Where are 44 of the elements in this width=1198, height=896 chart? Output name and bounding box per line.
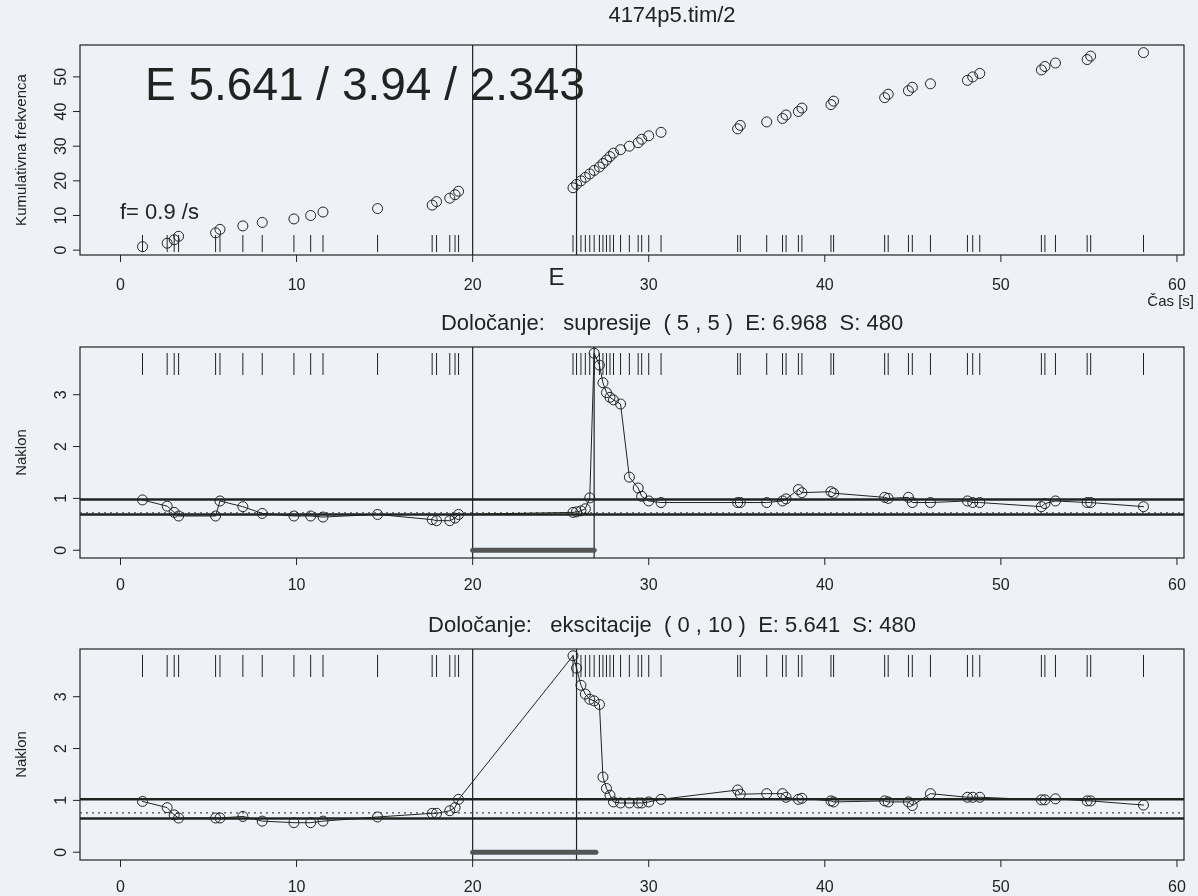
y-tick-label: 3: [52, 692, 69, 702]
y-tick-label: 40: [52, 102, 69, 121]
y-tick-label: 2: [52, 441, 69, 451]
y-tick-label: 3: [52, 390, 69, 400]
y-tick-label: 10: [52, 206, 69, 225]
y-axis-title: Naklon: [12, 429, 29, 476]
legend-label: E: [548, 263, 565, 290]
x-tick-label: 50: [991, 878, 1010, 895]
x-tick-label: 0: [116, 576, 126, 593]
y-tick-label: 1: [52, 795, 69, 805]
y-axis-title: Kumulativna frekvenca: [12, 73, 29, 226]
y-tick-label: 50: [52, 67, 69, 86]
y-tick-label: 0: [52, 847, 69, 857]
x-tick-label: 10: [287, 576, 306, 593]
y-axis-title: Naklon: [12, 731, 29, 778]
x-tick-label: 20: [463, 276, 482, 293]
x-tick-label: 50: [991, 576, 1010, 593]
y-tick-label: 1: [52, 493, 69, 503]
x-tick-label: 30: [639, 878, 658, 895]
x-tick-label: 60: [1168, 276, 1186, 293]
y-tick-label: 0: [52, 245, 69, 255]
x-tick-label: 60: [1168, 878, 1186, 895]
x-tick-label: 60: [1168, 576, 1186, 593]
chart-title: Določanje: ekscitacije ( 0 , 10 ) E: 5.641 S: 480: [428, 612, 916, 637]
x-tick-label: 50: [991, 276, 1010, 293]
y-tick-label: 30: [52, 137, 69, 156]
x-tick-label: 20: [463, 576, 482, 593]
y-tick-label: 2: [52, 743, 69, 753]
x-tick-label: 30: [639, 276, 658, 293]
x-tick-label: 40: [815, 576, 834, 593]
x-tick-label: 40: [815, 276, 834, 293]
chart-title: 4174p5.tim/2: [608, 2, 736, 27]
annotation: f= 0.9 /s: [120, 199, 199, 224]
y-tick-label: 0: [52, 545, 69, 555]
chart-title: Določanje: supresije ( 5 , 5 ) E: 6.968 S: 480: [440, 310, 904, 335]
x-tick-label: 0: [116, 276, 126, 293]
x-tick-label: 30: [639, 576, 658, 593]
x-tick-label: 10: [287, 276, 306, 293]
y-tick-label: 20: [52, 171, 69, 190]
x-tick-label: 10: [287, 878, 306, 895]
x-tick-label: 40: [815, 878, 834, 895]
x-tick-label: 20: [463, 878, 482, 895]
x-tick-label: 0: [116, 878, 126, 895]
x-axis-title: Čas [s]: [1147, 292, 1194, 309]
